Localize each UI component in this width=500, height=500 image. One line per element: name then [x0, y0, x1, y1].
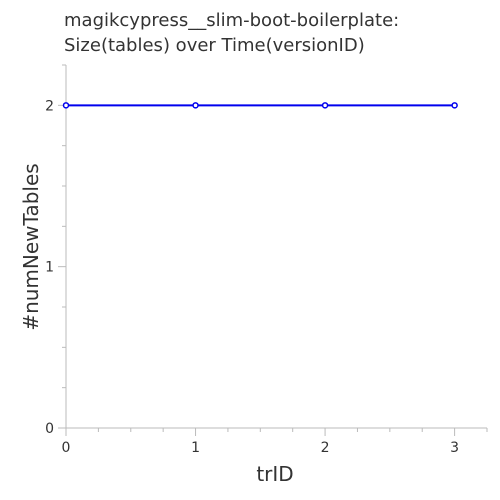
y-tick-label: 2: [45, 98, 54, 114]
x-tick-label: 1: [191, 440, 200, 456]
ticks: [58, 64, 488, 436]
y-tick-label: 1: [45, 260, 54, 276]
series-point: [62, 102, 70, 109]
y-tick-label: 0: [45, 421, 54, 437]
series-point: [321, 102, 329, 109]
x-tick-label: 0: [62, 440, 71, 456]
axes: [65, 65, 487, 429]
series-point: [451, 102, 458, 109]
y-axis-label: #numNewTables: [19, 163, 43, 330]
series-point: [192, 102, 199, 109]
chart-title-line-1: magikcypress__slim-boot-boilerplate:: [64, 10, 399, 31]
tick-labels: 0 1 2 3 0 1 2: [45, 98, 459, 456]
x-tick-label: 2: [321, 440, 330, 456]
x-tick-label: 3: [450, 440, 459, 456]
x-axis-label: trID: [256, 462, 293, 486]
series: [62, 102, 458, 109]
chart-title-line-2: Size(tables) over Time(versionID): [64, 35, 365, 56]
